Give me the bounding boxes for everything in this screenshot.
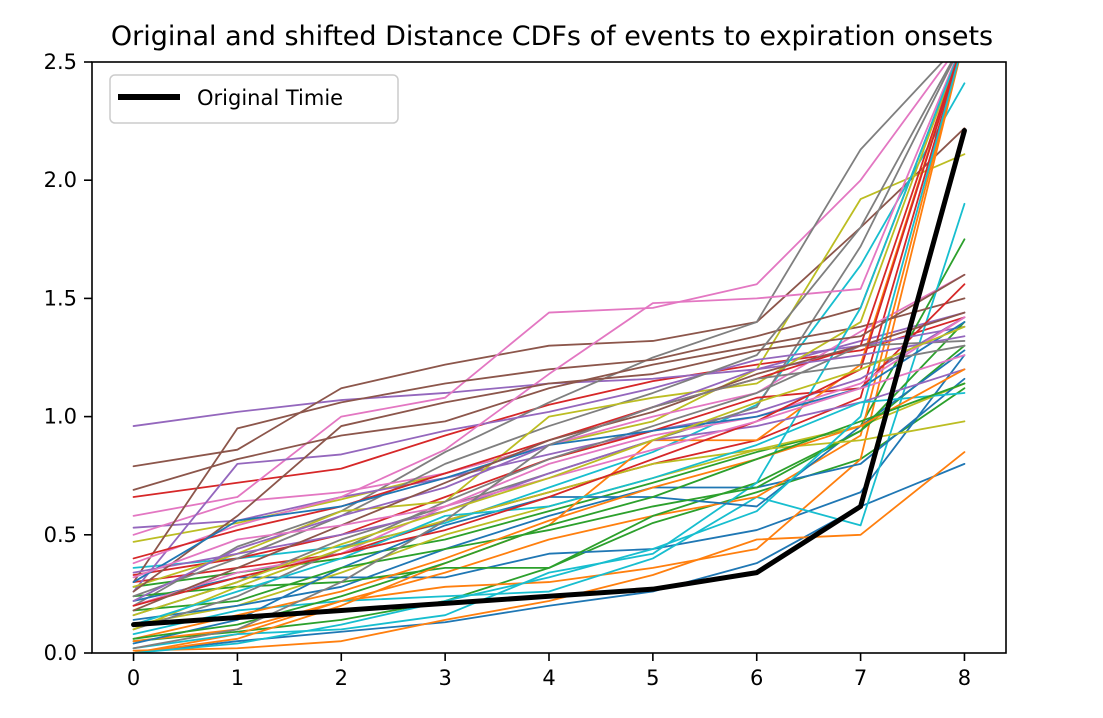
series-line (132, 62, 960, 653)
x-tick-label: 2 (335, 666, 348, 690)
y-axis: 0.0 0.5 1.0 1.5 2.0 2.5 (44, 50, 92, 665)
series-line (132, 62, 953, 598)
series-line (132, 62, 957, 650)
series-line (132, 127, 966, 468)
x-axis: 0 1 2 3 4 5 6 7 8 (127, 653, 971, 690)
x-tick-label: 4 (542, 666, 555, 690)
y-tick-label: 1.5 (44, 286, 77, 310)
x-tick-label: 1 (231, 666, 244, 690)
series-line (132, 325, 966, 617)
series-line (132, 311, 966, 612)
series-line-original (131, 128, 967, 628)
x-tick-label: 0 (127, 666, 140, 690)
y-tick-label: 0.5 (44, 523, 77, 547)
y-tick-label: 0.0 (44, 641, 77, 665)
series-line (132, 377, 966, 621)
y-tick-label: 2.5 (44, 50, 77, 74)
series-line (132, 62, 960, 643)
legend: Original Timie (109, 74, 399, 124)
series-line (132, 368, 966, 574)
series-line (132, 62, 957, 588)
x-tick-label: 7 (854, 666, 867, 690)
x-tick-label: 8 (958, 666, 971, 690)
series-line (132, 451, 966, 652)
x-tick-label: 3 (438, 666, 451, 690)
series-line (132, 420, 966, 631)
series-line (132, 325, 966, 593)
series-layer (131, 62, 967, 653)
legend-box (109, 74, 399, 124)
series-line (132, 297, 966, 491)
plot-area (92, 62, 1006, 653)
series-line (132, 316, 966, 607)
series-line (132, 368, 966, 640)
series-line (132, 273, 966, 593)
y-tick-label: 1.0 (44, 405, 77, 429)
series-line (132, 62, 959, 653)
x-tick-label: 5 (646, 666, 659, 690)
series-line (132, 354, 966, 602)
chart-title: Original and shifted Distance CDFs of ev… (111, 21, 993, 52)
legend-label-original: Original Timie (197, 86, 343, 110)
series-line (132, 62, 957, 583)
y-tick-label: 2.0 (44, 168, 77, 192)
series-line (132, 392, 966, 626)
series-line (132, 321, 966, 612)
series-line (132, 62, 949, 517)
x-tick-label: 6 (750, 666, 763, 690)
